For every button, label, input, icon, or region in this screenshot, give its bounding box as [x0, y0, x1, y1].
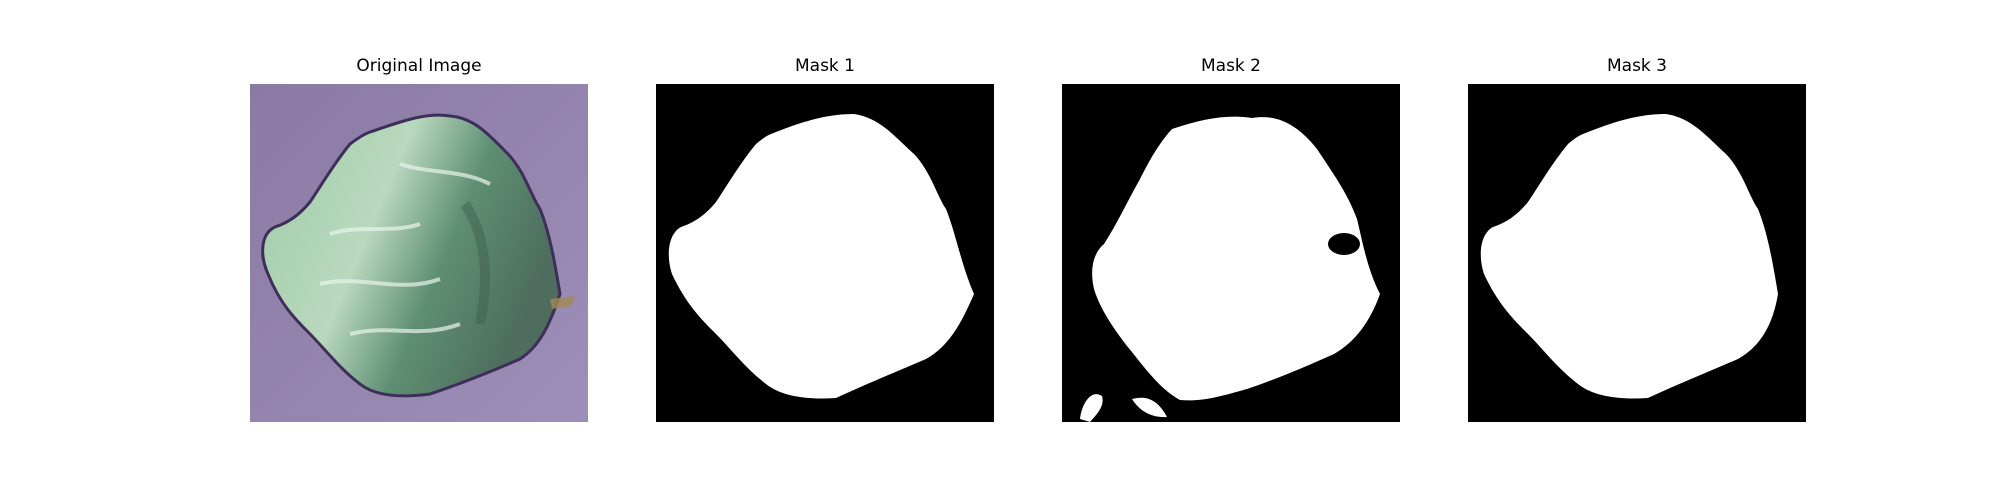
- panel-mask-3: Mask 3: [1468, 0, 1806, 500]
- mask-1: [656, 84, 994, 422]
- mask-2-image: [1062, 84, 1400, 422]
- panel-title: Mask 2: [1200, 56, 1261, 76]
- mask-1-image: [656, 84, 994, 422]
- panel-title: Mask 1: [794, 56, 855, 76]
- mask-3-image: [1468, 84, 1806, 422]
- panel-title: Mask 3: [1606, 56, 1667, 76]
- panel-title: Original Image: [356, 56, 482, 76]
- leaf-photo: [250, 84, 588, 422]
- mask-2: [1062, 84, 1400, 422]
- panel-mask-2: Mask 2: [1062, 0, 1400, 500]
- original-image: [250, 84, 588, 422]
- panel-original-image: Original Image: [250, 0, 588, 500]
- panel-mask-1: Mask 1: [656, 0, 994, 500]
- mask-3: [1468, 84, 1806, 422]
